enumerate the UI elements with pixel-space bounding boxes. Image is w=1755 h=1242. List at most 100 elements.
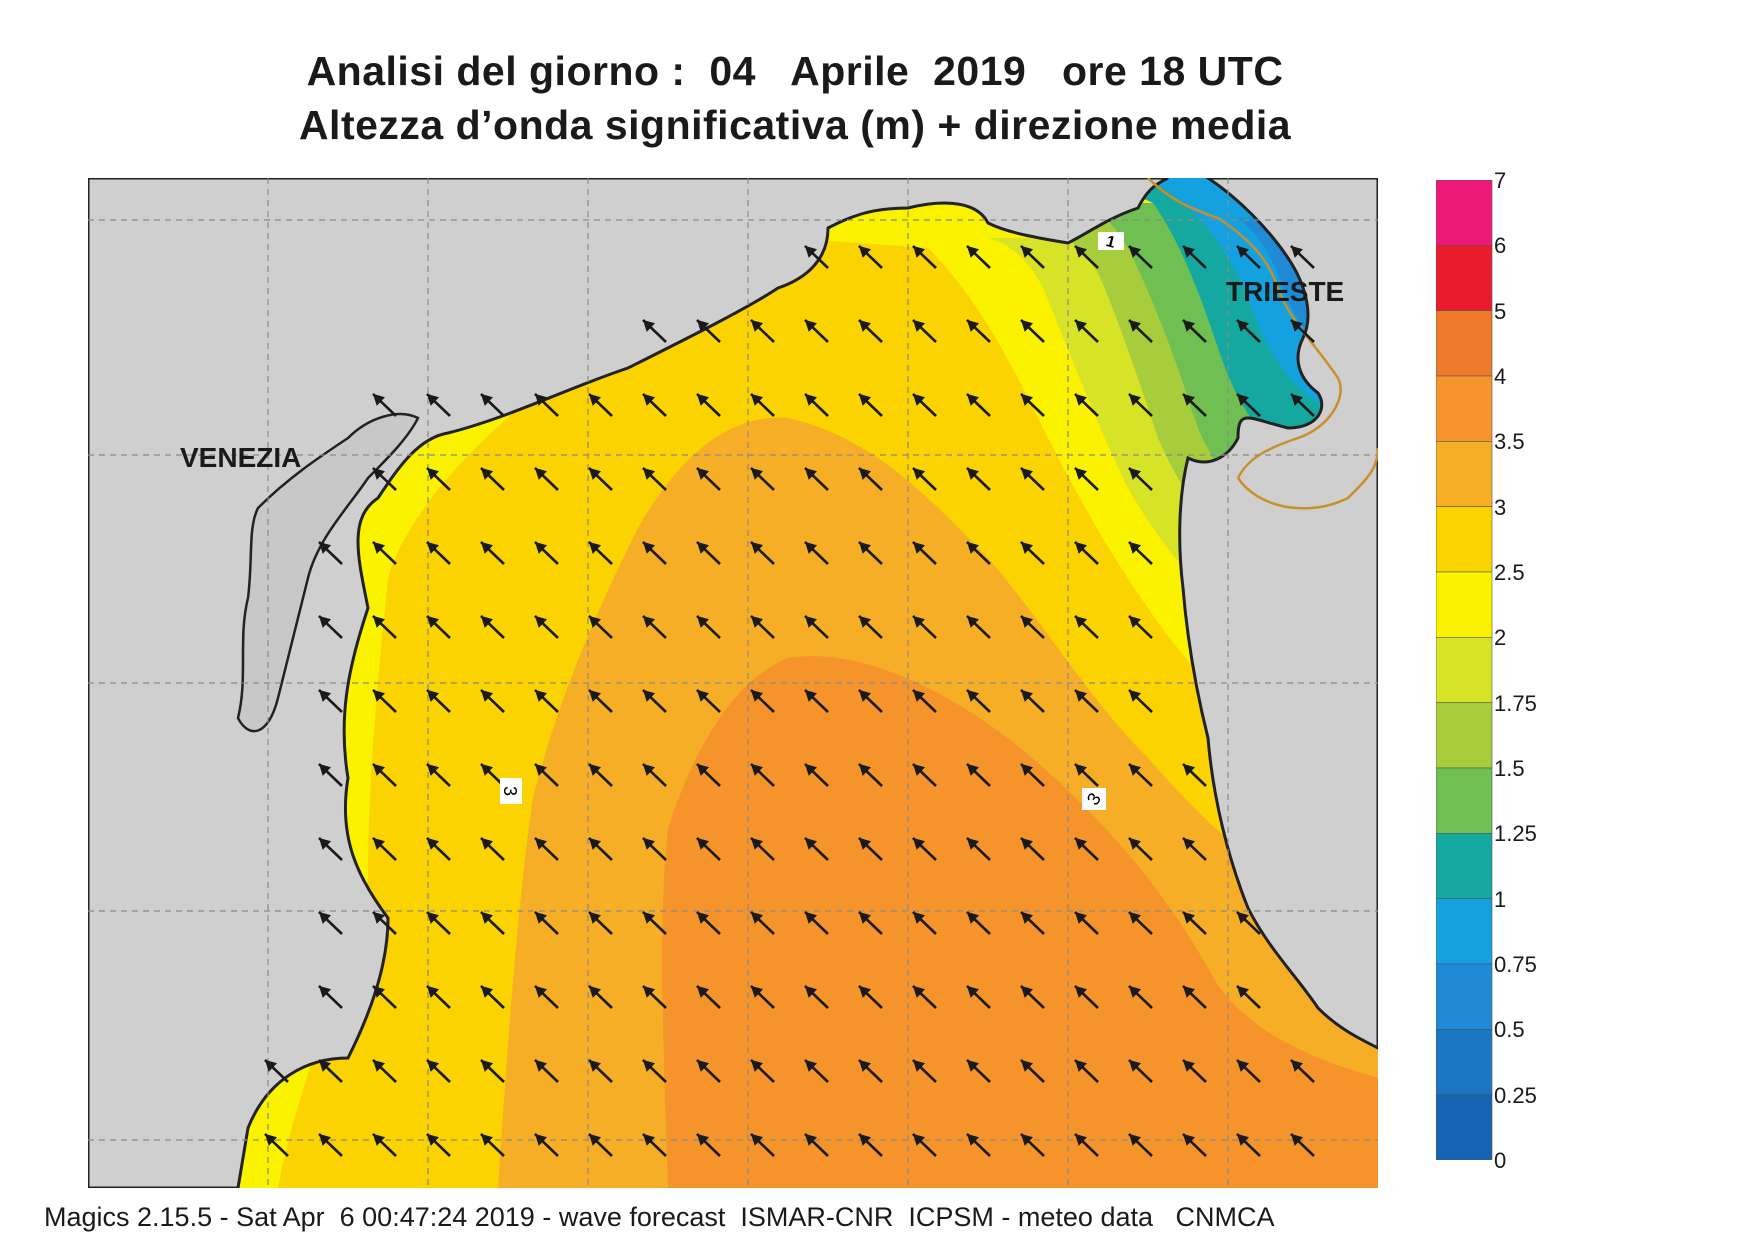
wave-arrow-head (1128, 763, 1142, 776)
colorbar-tick-label: 3 (1494, 494, 1507, 520)
wave-arrow-head (1290, 1133, 1304, 1146)
colorbar-segment (1436, 1029, 1493, 1095)
wave-arrow-head (426, 911, 440, 924)
wave-arrow-head (1128, 393, 1142, 406)
wave-arrow-head (588, 541, 602, 554)
wave-arrow-head (642, 615, 656, 628)
wave-arrow-head (966, 1133, 980, 1146)
wave-arrow-head (372, 1133, 386, 1146)
wave-arrow-head (696, 541, 710, 554)
wave-arrow-head (480, 393, 494, 406)
wave-arrow-head (1074, 541, 1088, 554)
wave-arrow-head (1236, 1059, 1250, 1072)
colorbar (1436, 180, 1493, 1160)
wave-arrow-head (318, 763, 332, 776)
wave-arrow-head (1074, 1059, 1088, 1072)
colorbar-segment (1436, 898, 1493, 965)
contour-label-3b: 3 (1082, 788, 1106, 810)
wave-arrow-head (372, 689, 386, 702)
wave-arrow-head (480, 985, 494, 998)
colorbar-tick-label: 1 (1494, 886, 1507, 912)
colorbar-segment (1436, 245, 1493, 311)
chart-subtitle: Altezza d’onda significativa (m) + direz… (298, 102, 1292, 148)
wave-arrow-head (588, 985, 602, 998)
colorbar-segment (1436, 375, 1493, 442)
wave-arrow-head (534, 911, 548, 924)
wave-arrow-head (372, 985, 386, 998)
wave-arrow-head (426, 615, 440, 628)
wave-arrow-head (750, 837, 764, 850)
wave-arrow-head (318, 541, 332, 554)
wave-arrow-head (966, 837, 980, 850)
wave-arrow-head (480, 467, 494, 480)
wave-arrow-head (534, 1059, 548, 1072)
wave-arrow-head (804, 541, 818, 554)
wave-arrow-head (750, 319, 764, 332)
wave-arrow-head (1236, 245, 1250, 258)
wave-arrow-head (804, 467, 818, 480)
wave-arrow-head (1290, 245, 1304, 258)
wave-arrow-head (858, 985, 872, 998)
wave-arrow-head (1074, 319, 1088, 332)
wave-arrow-head (1236, 1133, 1250, 1146)
wave-arrow-head (804, 393, 818, 406)
wave-arrow-head (1236, 985, 1250, 998)
wave-arrow-head (1236, 319, 1250, 332)
svg-text:1: 1 (1104, 233, 1117, 252)
wave-arrow-head (696, 393, 710, 406)
wave-arrow-head (1074, 985, 1088, 998)
wave-arrow-head (1128, 467, 1142, 480)
wave-arrow-head (426, 393, 440, 406)
colorbar-segment (1436, 767, 1493, 834)
wave-arrow-head (912, 467, 926, 480)
wave-arrow-head (804, 319, 818, 332)
wave-arrow-head (534, 541, 548, 554)
wave-arrow-head (372, 615, 386, 628)
wave-arrow-head (1290, 1059, 1304, 1072)
colorbar-tick-label: 4 (1494, 364, 1507, 389)
colorbar-tick-label: 2 (1494, 625, 1507, 651)
wave-direction-arrows (264, 244, 1315, 1157)
wave-arrow-head (858, 615, 872, 628)
colorbar-tick-label: 0.5 (1494, 1017, 1525, 1043)
wave-arrow-head (426, 1059, 440, 1072)
wave-arrow-head (372, 1059, 386, 1072)
colorbar-tick-label: 1.75 (1494, 690, 1537, 716)
wave-arrow-head (1182, 245, 1196, 258)
wave-arrow-head (1128, 1133, 1142, 1146)
wave-arrow-head (912, 689, 926, 702)
wave-arrow-head (318, 1059, 332, 1072)
wave-arrow-head (480, 1059, 494, 1072)
colorbar-tick-label: 0.75 (1494, 952, 1537, 977)
wave-arrow-head (750, 911, 764, 924)
wave-arrow-head (1182, 837, 1196, 850)
wave-arrow-head (1020, 689, 1034, 702)
wave-arrow-head (750, 1133, 764, 1146)
city-label-trieste: TRIESTE (1226, 276, 1345, 307)
wave-arrow-head (966, 393, 980, 406)
wave-arrow-head (912, 1133, 926, 1146)
wave-arrow-head (534, 689, 548, 702)
wave-arrow-head (534, 763, 548, 776)
wave-arrow-head (696, 985, 710, 998)
wave-arrow-head (588, 1059, 602, 1072)
wave-arrow-head (372, 763, 386, 776)
wave-arrow-head (696, 319, 710, 332)
wave-arrow-head (426, 541, 440, 554)
wave-arrow-head (912, 985, 926, 998)
wave-arrow-head (1128, 245, 1142, 258)
contour-label-1: 1 (1098, 232, 1124, 252)
wave-arrow-head (966, 467, 980, 480)
wave-arrow-head (1182, 319, 1196, 332)
wave-arrow-head (1074, 615, 1088, 628)
wave-arrow-head (480, 837, 494, 850)
wave-arrow-head (426, 467, 440, 480)
wave-arrow-head (588, 911, 602, 924)
wave-arrow-head (912, 245, 926, 258)
colorbar-tick-label: 2.5 (1494, 560, 1525, 585)
wave-arrow-head (588, 615, 602, 628)
wave-arrow-head (858, 911, 872, 924)
wave-arrow-head (642, 393, 656, 406)
wave-arrow-head (696, 911, 710, 924)
wave-arrow-head (642, 689, 656, 702)
